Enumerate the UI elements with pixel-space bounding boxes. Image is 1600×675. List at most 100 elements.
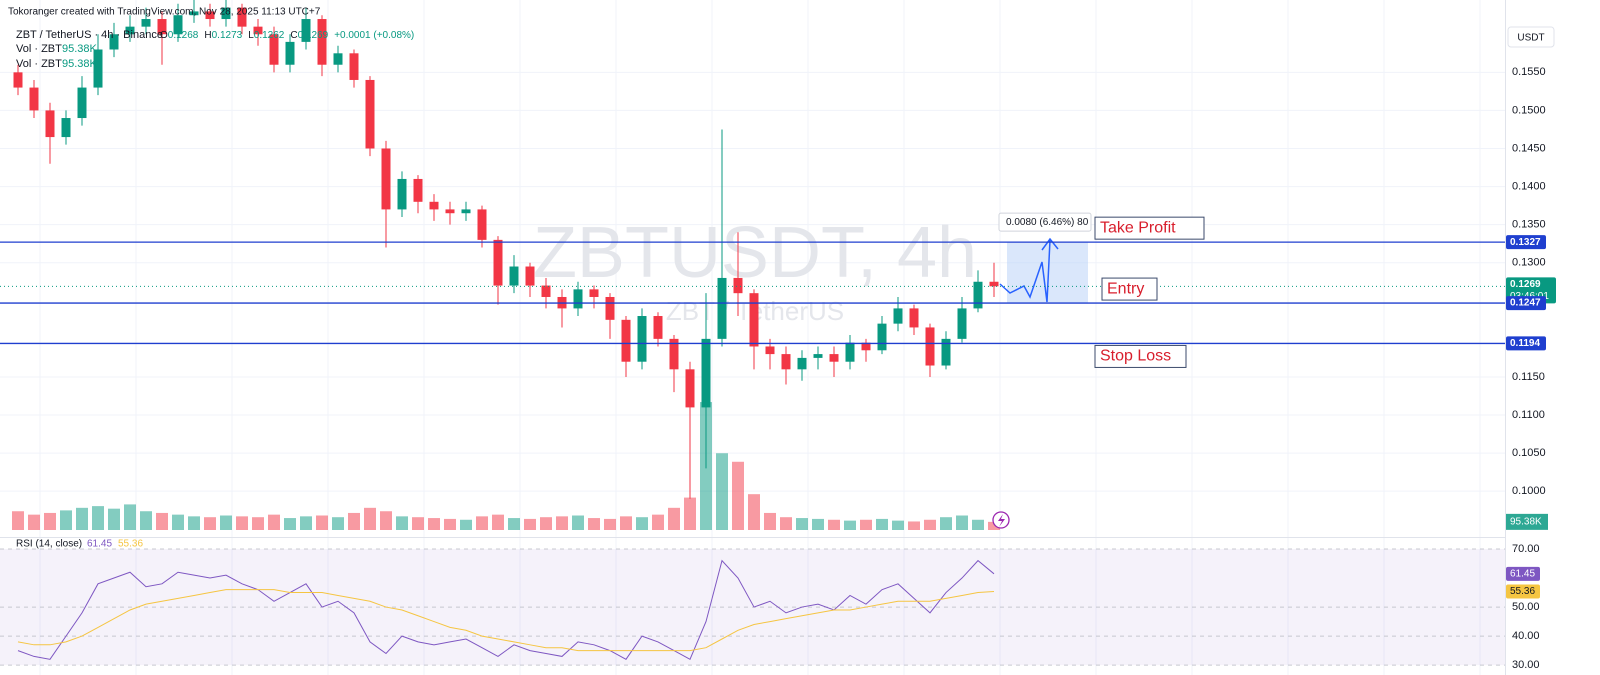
rsi-tick-label: 40.00 bbox=[1512, 630, 1540, 642]
y-tick-label: 0.1400 bbox=[1512, 180, 1546, 192]
ohlc-key: L bbox=[248, 30, 254, 41]
level-price: 0.1194 bbox=[1510, 338, 1540, 349]
volume-label-box bbox=[1506, 513, 1548, 530]
ohlc-value: 0.1262 bbox=[254, 30, 285, 41]
candle-body bbox=[269, 34, 279, 65]
candle-body bbox=[13, 72, 23, 88]
candle-body bbox=[589, 289, 599, 297]
candle-body bbox=[973, 281, 983, 309]
candle-body bbox=[909, 308, 919, 328]
volume-bar bbox=[844, 520, 856, 530]
rsi-line bbox=[17, 559, 995, 661]
candle-body bbox=[45, 110, 55, 138]
y-tick-label: 0.1350 bbox=[1512, 219, 1546, 231]
volume-bar bbox=[684, 497, 696, 530]
candle-body bbox=[509, 266, 519, 286]
y-tick-label: 0.1450 bbox=[1512, 142, 1546, 154]
level-tag-box bbox=[1101, 277, 1158, 301]
ohlc-value: 0.1269 bbox=[298, 30, 329, 41]
volume-bar bbox=[140, 511, 152, 530]
candle-body bbox=[189, 11, 199, 16]
level-price: 0.1247 bbox=[1510, 298, 1541, 309]
volume-bar bbox=[380, 511, 392, 530]
rsi-value: 61.45 bbox=[87, 539, 112, 550]
candle-body bbox=[461, 209, 471, 214]
volume-bar bbox=[396, 516, 408, 530]
level-tag-box bbox=[1094, 344, 1187, 368]
rsi-value-label: 61.45 bbox=[1510, 568, 1535, 579]
projection-arrow bbox=[999, 237, 1059, 303]
volume-label: 95.38K bbox=[1510, 517, 1542, 528]
volume-bar bbox=[252, 517, 264, 530]
volume-bar bbox=[220, 515, 232, 530]
currency-box[interactable] bbox=[1507, 26, 1555, 48]
y-tick-label: 0.1000 bbox=[1512, 485, 1546, 497]
volume-bar bbox=[156, 512, 168, 530]
candle-body bbox=[877, 323, 887, 351]
candle-body bbox=[493, 239, 503, 286]
volume-bar bbox=[300, 516, 312, 530]
candle-body bbox=[221, 7, 231, 20]
candle-body bbox=[93, 49, 103, 88]
candle-body bbox=[477, 209, 487, 240]
candle-body bbox=[109, 34, 119, 50]
price-pane bbox=[12, 0, 1000, 530]
rsi-pane bbox=[0, 548, 1505, 666]
alert-bolt bbox=[998, 514, 1005, 527]
volume-bar bbox=[460, 519, 472, 530]
volume-bar bbox=[524, 518, 536, 530]
candle-body bbox=[717, 277, 727, 339]
credit: Tokoranger created with TradingView.com,… bbox=[8, 7, 321, 18]
candle-body bbox=[941, 338, 951, 366]
candle-body bbox=[141, 19, 151, 27]
vol-name: Vol · ZBT bbox=[16, 58, 62, 70]
volume-bar bbox=[364, 507, 376, 530]
volume-bar bbox=[796, 518, 808, 530]
volume-bar bbox=[76, 507, 88, 530]
candle-body bbox=[349, 53, 359, 80]
rsi-line bbox=[17, 589, 995, 652]
volume-bar bbox=[956, 515, 968, 530]
position-label-box bbox=[998, 212, 1092, 232]
candle-body bbox=[429, 201, 439, 210]
rsi-ma-value: 55.36 bbox=[118, 539, 143, 550]
volume-bar bbox=[172, 514, 184, 530]
currency: USDT bbox=[1517, 33, 1544, 44]
volume-bar bbox=[348, 512, 360, 530]
volume-bar bbox=[556, 516, 568, 530]
candle-body bbox=[685, 369, 695, 408]
ohlc: O0.1268 H0.1273 L0.1262 C0.1269 +0.0001 (+0.… bbox=[160, 30, 414, 41]
candle-body bbox=[845, 342, 855, 362]
candle-body bbox=[541, 285, 551, 297]
ohlc-key: O bbox=[160, 30, 168, 41]
volume-bar bbox=[732, 461, 744, 530]
candle-body bbox=[317, 19, 327, 65]
volume-bar bbox=[492, 514, 504, 530]
level-price-box bbox=[1506, 336, 1546, 351]
candle-body bbox=[829, 354, 839, 362]
volume-bar bbox=[204, 517, 216, 530]
candle-body bbox=[285, 41, 295, 65]
candle-body bbox=[333, 53, 343, 65]
vol-value: 95.38K bbox=[62, 58, 98, 70]
volume-bar bbox=[604, 518, 616, 530]
level-tag: Entry bbox=[1107, 280, 1144, 297]
volume-bar bbox=[188, 516, 200, 530]
volume-bar bbox=[876, 518, 888, 530]
level-price-box bbox=[1506, 235, 1546, 250]
rsi-value-box bbox=[1506, 584, 1540, 599]
rsi-tick-label: 70.00 bbox=[1512, 543, 1540, 555]
volume-bar bbox=[940, 517, 952, 530]
candle-body bbox=[989, 281, 999, 287]
volume-bar bbox=[412, 517, 424, 530]
volume-bar bbox=[12, 511, 24, 530]
candle-body bbox=[77, 87, 87, 119]
candle-body bbox=[397, 178, 407, 210]
rsi-tick-label: 50.00 bbox=[1512, 601, 1540, 613]
candle-body bbox=[29, 87, 39, 111]
volume-bar bbox=[764, 512, 776, 530]
candle-body bbox=[733, 277, 743, 294]
volume-bar bbox=[652, 514, 664, 530]
candle-body bbox=[157, 19, 167, 35]
